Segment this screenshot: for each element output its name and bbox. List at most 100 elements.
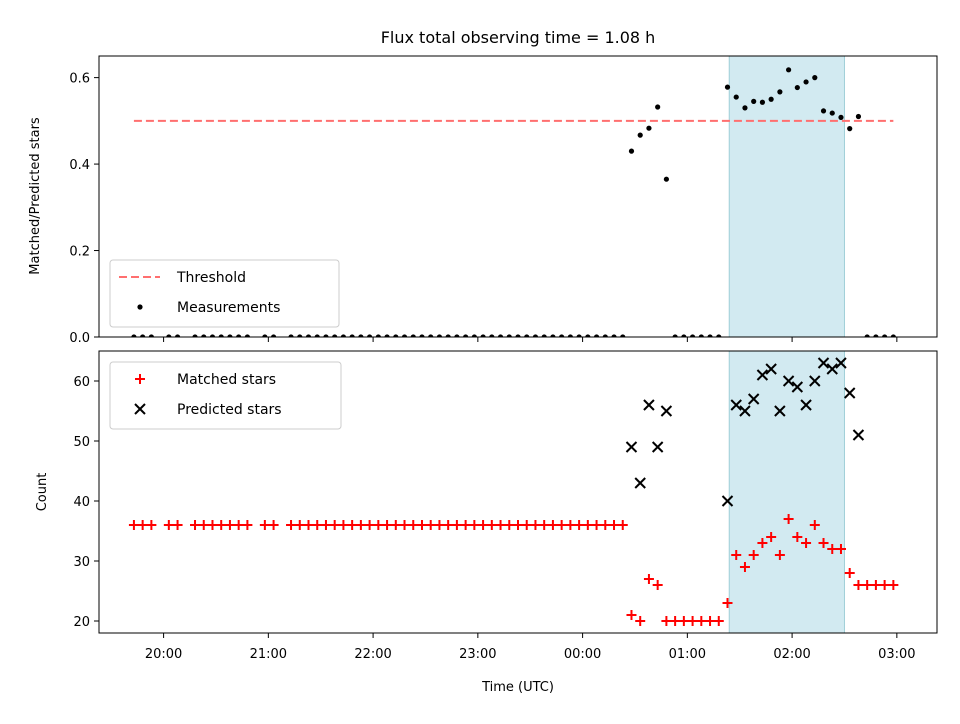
plot-area-top (131, 56, 896, 337)
x-tick-label: 23:00 (459, 647, 496, 662)
data-point (652, 580, 663, 590)
data-point (436, 334, 443, 337)
data-point (888, 580, 899, 590)
data-point (809, 520, 820, 530)
data-point (730, 399, 742, 411)
data-point (855, 113, 862, 120)
data-point (739, 562, 750, 572)
legend-label: Predicted stars (177, 402, 282, 418)
y-tick-label: 30 (73, 555, 90, 570)
data-point (233, 520, 244, 530)
data-point (401, 334, 408, 337)
data-point (768, 96, 774, 102)
data-point (643, 399, 655, 411)
data-point (460, 520, 471, 530)
data-point (469, 520, 480, 530)
data-point (288, 334, 294, 337)
data-point (748, 550, 759, 560)
data-point (742, 105, 748, 111)
data-point (190, 520, 201, 530)
data-point (382, 520, 393, 530)
data-point (338, 520, 349, 530)
data-point (585, 334, 591, 337)
data-point (140, 334, 146, 337)
data-point (486, 520, 497, 530)
data-point (791, 381, 804, 393)
series-predicted-stars (625, 357, 865, 507)
data-point (809, 375, 821, 387)
legend-label: Matched stars (177, 372, 276, 388)
data-point (329, 520, 340, 530)
data-point (471, 334, 477, 337)
data-point (128, 520, 139, 530)
data-point (506, 334, 512, 337)
data-point (209, 334, 216, 337)
y-tick-label: 60 (73, 375, 90, 390)
data-point (625, 441, 638, 453)
data-point (207, 520, 218, 530)
data-point (792, 532, 803, 542)
y-tick-label: 0.2 (69, 245, 90, 260)
data-point (678, 616, 689, 626)
data-point (428, 334, 434, 337)
data-point (835, 544, 846, 554)
data-point (756, 369, 769, 381)
data-point (349, 334, 355, 337)
data-point (393, 334, 399, 337)
data-point (521, 520, 532, 530)
data-point (651, 441, 664, 453)
data-point (524, 334, 530, 337)
data-point (242, 520, 253, 530)
data-point (681, 334, 687, 337)
data-point (320, 520, 331, 530)
data-point (731, 550, 742, 560)
data-point (556, 520, 567, 530)
data-point (733, 94, 739, 100)
data-point (739, 405, 751, 417)
series-measurements (131, 67, 896, 337)
data-point (454, 334, 460, 337)
data-point (766, 532, 777, 542)
y-axis-label-top: Matched/Predicted stars (28, 117, 43, 275)
data-point (600, 520, 611, 530)
x-tick-label: 03:00 (878, 647, 915, 662)
data-point (216, 520, 227, 530)
data-point (713, 616, 724, 626)
data-point (567, 334, 573, 337)
data-point (835, 357, 847, 369)
data-point (355, 520, 366, 530)
data-point (198, 520, 209, 530)
data-point (844, 387, 856, 399)
data-point (829, 110, 835, 116)
panel-bottom: 20 30 40 50 60 20:00 21:00 22:00 23:00 00:00 01:00… (73, 350, 938, 662)
data-point (148, 334, 154, 337)
data-point (724, 84, 731, 90)
data-point (582, 520, 593, 530)
data-point (174, 334, 181, 337)
data-point (611, 334, 617, 337)
data-point (864, 334, 870, 337)
data-point (480, 334, 486, 337)
observing-window-span (728, 351, 845, 633)
x-tick-label: 21:00 (250, 647, 287, 662)
data-point (661, 616, 672, 626)
y-tick-label: 40 (73, 495, 90, 510)
plot-area-bottom (128, 351, 899, 633)
data-point (635, 616, 646, 626)
data-point (827, 544, 838, 554)
observing-window-span (728, 56, 845, 337)
data-point (314, 334, 320, 337)
data-point (800, 399, 812, 411)
panel-top: 0.0 0.2 0.4 0.6 Threshold Measurements (69, 55, 938, 346)
data-point (747, 393, 760, 405)
data-point (646, 125, 652, 131)
y-tick-label: 50 (73, 435, 90, 450)
data-point (172, 520, 183, 530)
axes-frame-bottom (98, 350, 938, 634)
data-point (617, 520, 628, 530)
data-point (497, 334, 504, 337)
data-point (593, 334, 600, 337)
data-point (463, 334, 469, 337)
legend-bottom: Matched stars Predicted stars (109, 361, 342, 430)
